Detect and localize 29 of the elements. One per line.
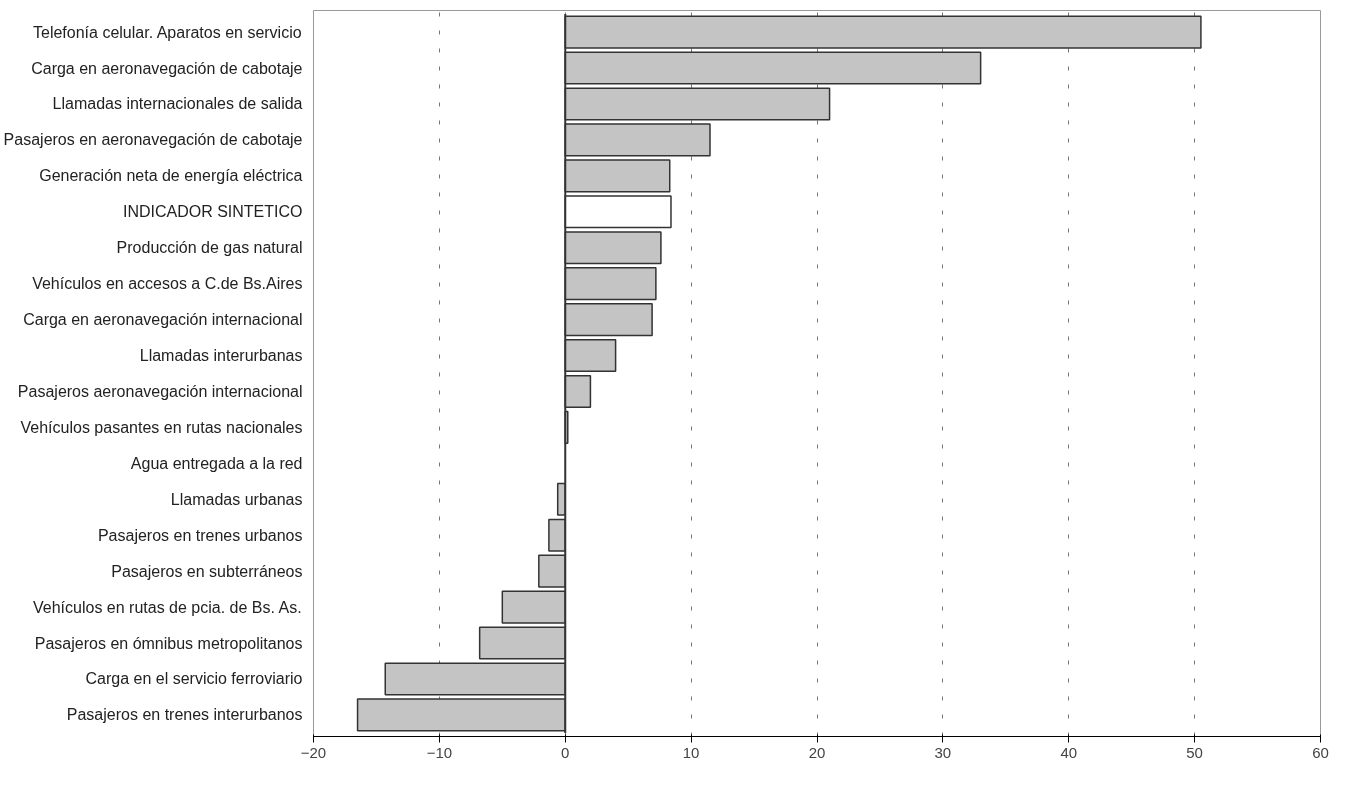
y-tick-label: Llamadas interurbanas	[139, 347, 303, 365]
y-tick-label: Vehículos pasantes en rutas nacionales	[20, 418, 303, 436]
x-tick-label: 20	[808, 743, 826, 761]
y-tick-label: Pasajeros aeronavegación internacional	[17, 382, 303, 400]
y-tick-label: Telefonía celular. Aparatos en servicio	[33, 23, 302, 41]
y-tick-label: Pasajeros en trenes urbanos	[97, 526, 303, 544]
x-tick-label: −20	[300, 743, 327, 761]
y-tick-label: Pasajeros en subterráneos	[111, 562, 303, 580]
y-tick-label: Pasajeros en trenes interurbanos	[66, 706, 303, 724]
x-tick-label: 50	[1186, 743, 1203, 761]
y-tick-label: Generación neta de energía eléctrica	[39, 167, 303, 185]
y-tick-label: INDICADOR SINTETICO	[122, 203, 303, 221]
y-tick-label: Llamadas internacionales de salida	[52, 95, 303, 113]
y-tick-label: Pasajeros en aeronavegación de cabotaje	[3, 131, 303, 149]
y-tick-label: Carga en aeronavegación de cabotaje	[31, 59, 303, 77]
x-tick-label: 30	[934, 743, 952, 761]
x-tick-label: 40	[1060, 743, 1078, 761]
x-tick-label: 60	[1312, 743, 1329, 761]
y-tick-label: Producción de gas natural	[116, 239, 303, 257]
y-tick-label: Llamadas urbanas	[170, 490, 303, 508]
y-tick-label: Vehículos en rutas de pcia. de Bs. As.	[33, 598, 302, 616]
x-tick-label: 0	[561, 743, 570, 761]
y-tick-label: Carga en el servicio ferroviario	[85, 670, 303, 688]
y-tick-label: Pasajeros en ómnibus metropolitanos	[34, 634, 303, 652]
y-tick-label: Agua entregada a la red	[130, 454, 303, 472]
y-tick-label: Carga en aeronavegación internacional	[23, 311, 303, 329]
x-tick-label: −10	[426, 743, 453, 761]
x-tick-label: 10	[682, 743, 700, 761]
y-tick-label: Vehículos en accesos a C.de Bs.Aires	[32, 275, 303, 293]
